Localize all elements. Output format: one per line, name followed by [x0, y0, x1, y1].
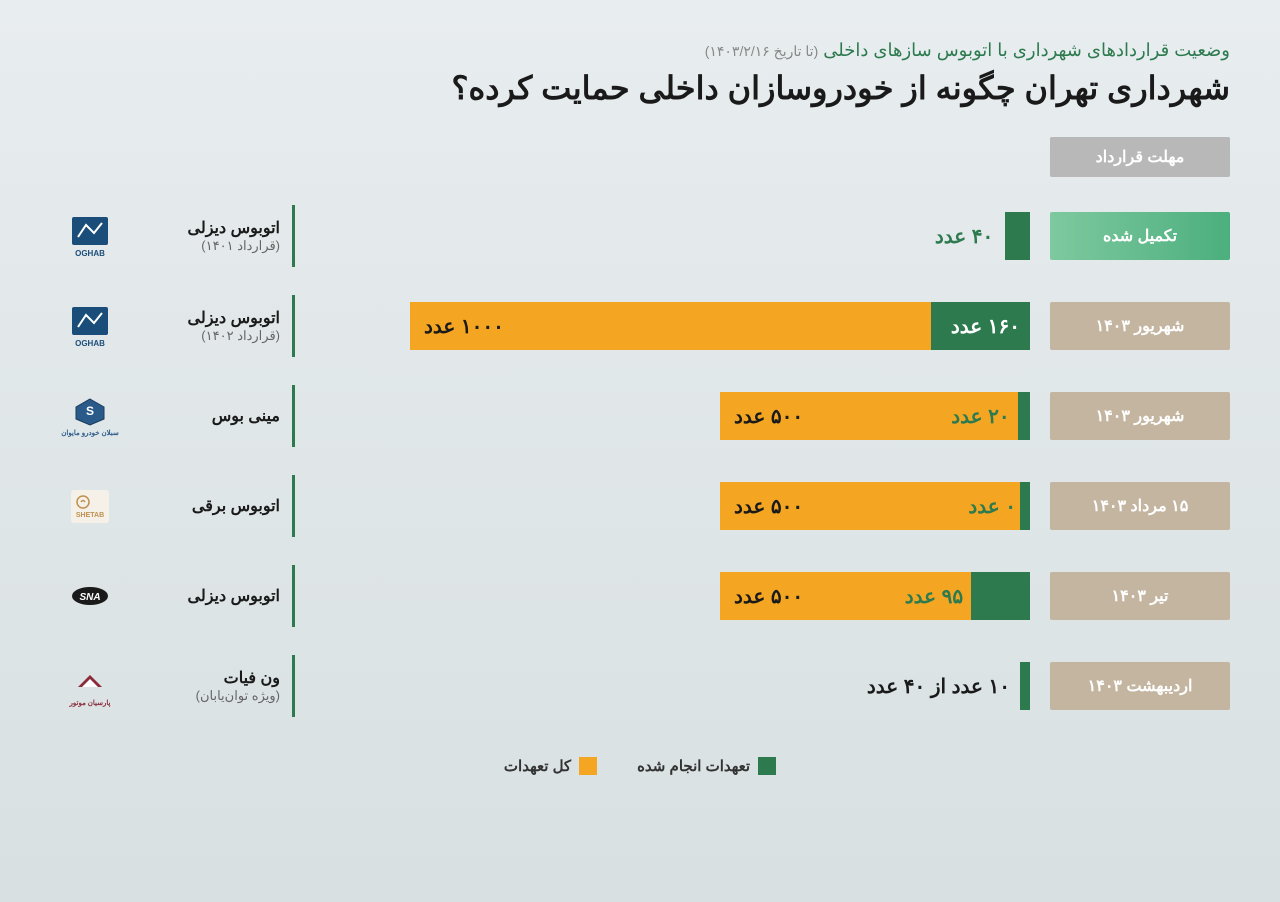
- subtitle: وضعیت قراردادهای شهرداری با اتوبوس سازها…: [50, 40, 1230, 61]
- bar-completed: [1018, 392, 1030, 440]
- bar-total-label: ۱۰۰۰ عدد: [424, 314, 504, 339]
- info-area: اتوبوس دیزلی: [130, 586, 280, 606]
- info-subtitle: (قرارداد ۱۴۰۲): [130, 328, 280, 344]
- company-logo: OGHAB: [60, 211, 120, 261]
- info-area: اتوبوس دیزلی (قرارداد ۱۴۰۲): [130, 308, 280, 344]
- chart-row: شهریور ۱۴۰۳ ۵۰۰ عدد ۲۰ عدد مینی بوس Sسبل…: [50, 385, 1230, 447]
- header: وضعیت قراردادهای شهرداری با اتوبوس سازها…: [50, 40, 1230, 107]
- deadline-cell: ۱۵ مرداد ۱۴۰۳: [1050, 482, 1230, 530]
- legend-completed-label: تعهدات انجام شده: [637, 757, 750, 775]
- chart-row: شهریور ۱۴۰۳ ۱۰۰۰ عدد ۱۶۰ عدد اتوبوس دیزل…: [50, 295, 1230, 357]
- chart-area: مهلت قرارداد تکمیل شده ۴۰ عدد اتوبوس دیز…: [50, 137, 1230, 717]
- bar-completed: [971, 572, 1030, 620]
- info-title: مینی بوس: [130, 406, 280, 426]
- chart-row: ۱۵ مرداد ۱۴۰۳ ۵۰۰ عدد ۰ عدد اتوبوس برقی …: [50, 475, 1230, 537]
- bar-completed-label: ۲۰ عدد: [951, 404, 1009, 429]
- logo-area: OGHAB: [50, 301, 130, 351]
- deadline-column-header: مهلت قرارداد: [1050, 137, 1230, 177]
- legend-total: کل تعهدات: [504, 757, 597, 775]
- bar-completed: ۱۶۰ عدد: [931, 302, 1030, 350]
- deadline-cell: اردیبهشت ۱۴۰۳: [1050, 662, 1230, 710]
- bar-total-label: ۵۰۰ عدد: [734, 404, 803, 429]
- chart-row: تکمیل شده ۴۰ عدد اتوبوس دیزلی (قرارداد ۱…: [50, 205, 1230, 267]
- bar-completed: [1020, 662, 1030, 710]
- deadline-cell: تیر ۱۴۰۳: [1050, 572, 1230, 620]
- legend-swatch-completed: [758, 757, 776, 775]
- svg-text:SNA: SNA: [79, 592, 100, 603]
- bar-total-label: ۵۰۰ عدد: [734, 584, 803, 609]
- bar-area: ۵۰۰ عدد ۹۵ عدد: [337, 572, 1030, 620]
- bar-outside-label: ۱۰ عدد از ۴۰ عدد: [867, 674, 1010, 699]
- deadline-cell: شهریور ۱۴۰۳: [1050, 392, 1230, 440]
- logo-area: OGHAB: [50, 211, 130, 261]
- rows-container: تکمیل شده ۴۰ عدد اتوبوس دیزلی (قرارداد ۱…: [50, 205, 1230, 717]
- deadline-cell: تکمیل شده: [1050, 212, 1230, 260]
- row-divider: [292, 385, 295, 447]
- info-title: اتوبوس دیزلی: [130, 308, 280, 328]
- logo-area: Sسبلان خودرو مایوان: [50, 391, 130, 441]
- legend-completed: تعهدات انجام شده: [637, 757, 776, 775]
- info-subtitle: (ویژه توان‌یابان): [130, 688, 280, 704]
- info-area: اتوبوس دیزلی (قرارداد ۱۴۰۱): [130, 218, 280, 254]
- bar-completed: [1020, 482, 1030, 530]
- bar-completed-label: ۴۰ عدد: [935, 224, 993, 249]
- row-divider: [292, 205, 295, 267]
- info-title: اتوبوس دیزلی: [130, 218, 280, 238]
- main-title: شهرداری تهران چگونه از خودروسازان داخلی …: [50, 69, 1230, 107]
- info-title: ون فیات: [130, 668, 280, 688]
- bar-area: ۴۰ عدد: [337, 212, 1030, 260]
- info-subtitle: (قرارداد ۱۴۰۱): [130, 238, 280, 254]
- bar-completed: [1005, 212, 1030, 260]
- bar-area: ۵۰۰ عدد ۰ عدد: [337, 482, 1030, 530]
- info-area: اتوبوس برقی: [130, 496, 280, 516]
- row-divider: [292, 655, 295, 717]
- chart-row: اردیبهشت ۱۴۰۳ ۱۰ عدد از ۴۰ عدد ون فیات (…: [50, 655, 1230, 717]
- info-area: مینی بوس: [130, 406, 280, 426]
- company-logo: OGHAB: [60, 301, 120, 351]
- company-logo: پارسیان موتور: [60, 661, 120, 711]
- bar-completed-label: ۰ عدد: [968, 494, 1016, 519]
- legend-swatch-total: [579, 757, 597, 775]
- company-logo: Sسبلان خودرو مایوان: [60, 391, 120, 441]
- row-divider: [292, 295, 295, 357]
- bar-completed-label: ۹۵ عدد: [905, 584, 963, 609]
- svg-text:S: S: [86, 404, 94, 418]
- info-title: اتوبوس برقی: [130, 496, 280, 516]
- info-area: ون فیات (ویژه توان‌یابان): [130, 668, 280, 704]
- logo-area: پارسیان موتور: [50, 661, 130, 711]
- subtitle-text: وضعیت قراردادهای شهرداری با اتوبوس سازها…: [823, 40, 1230, 60]
- info-title: اتوبوس دیزلی: [130, 586, 280, 606]
- chart-row: تیر ۱۴۰۳ ۵۰۰ عدد ۹۵ عدد اتوبوس دیزلی SNA: [50, 565, 1230, 627]
- bar-completed-label: ۱۶۰ عدد: [951, 314, 1020, 339]
- row-divider: [292, 565, 295, 627]
- logo-area: SNA: [50, 571, 130, 621]
- bar-area: ۱۰۰۰ عدد ۱۶۰ عدد: [337, 302, 1030, 350]
- row-divider: [292, 475, 295, 537]
- company-logo: SNA: [60, 571, 120, 621]
- bar-total-label: ۵۰۰ عدد: [734, 494, 803, 519]
- legend: تعهدات انجام شده کل تعهدات: [50, 757, 1230, 775]
- deadline-cell: شهریور ۱۴۰۳: [1050, 302, 1230, 350]
- logo-area: SHETAB: [50, 481, 130, 531]
- legend-total-label: کل تعهدات: [504, 757, 571, 775]
- company-logo: SHETAB: [60, 481, 120, 531]
- bar-area: ۱۰ عدد از ۴۰ عدد: [337, 662, 1030, 710]
- subtitle-date: (تا تاریخ ۱۴۰۳/۲/۱۶): [705, 43, 819, 59]
- infographic-container: وضعیت قراردادهای شهرداری با اتوبوس سازها…: [0, 0, 1280, 902]
- bar-area: ۵۰۰ عدد ۲۰ عدد: [337, 392, 1030, 440]
